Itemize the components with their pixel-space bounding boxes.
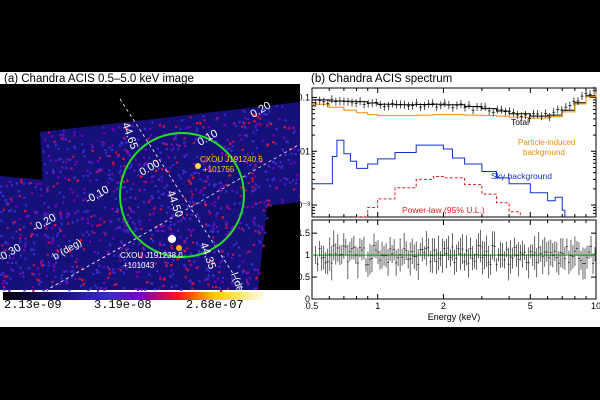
- sources: CXOU J191240.6 +101755 CXOU J191238.0 +1…: [120, 155, 263, 270]
- series-particle-background: [312, 92, 597, 119]
- ratio-y-tick-label: 1: [305, 250, 310, 260]
- source-marker: [195, 163, 201, 169]
- series-label-particle: Particle-induced background: [518, 138, 575, 157]
- x-tick-label: 1: [375, 301, 380, 311]
- spectrum-panel-title: (b) Chandra ACIS spectrum: [311, 73, 453, 85]
- figure-panel: (a) Chandra ACIS 0.5–5.0 keV image (b) C…: [0, 72, 600, 327]
- image-noise: [0, 104, 300, 293]
- series-annotations: Total Particle-induced background Sky bac…: [402, 117, 575, 215]
- colorbar-tick: 2.13e-09: [4, 298, 62, 312]
- colorbar: [3, 292, 268, 300]
- y-tick-label: 0.1: [300, 92, 310, 102]
- x-tick-label: 2: [441, 301, 446, 311]
- ratio-y-tick-label: 1.5: [300, 228, 310, 238]
- spectrum-chart: 0.10.0110⁻³Counts s⁻¹ keV⁻¹ 0.512510Ener…: [300, 86, 600, 322]
- ratio-y-tick-label: 0.5: [300, 272, 310, 282]
- image-panel-title: (a) Chandra ACIS 0.5–5.0 keV image: [4, 73, 194, 85]
- source-marker: [168, 235, 176, 243]
- l-grid-line: [119, 98, 246, 293]
- x-tick-label: 10: [591, 301, 600, 311]
- series-sky-background: [312, 139, 566, 217]
- coord-grid: [39, 98, 300, 295]
- b-grid-line: [39, 143, 300, 295]
- source-marker: [176, 245, 182, 251]
- main-plot-frame: [311, 87, 597, 218]
- ratio-y-tick-label: 0: [305, 294, 310, 304]
- y-tick-label: 10⁻³: [300, 200, 310, 210]
- x-tick-label: 5: [528, 301, 533, 311]
- series-power-law: [356, 176, 521, 218]
- ratio-plot-frame: [311, 219, 597, 300]
- colorbar-tick: 3.19e-08: [94, 298, 152, 312]
- spectrum-main-plot: 0.10.0110⁻³Counts s⁻¹ keV⁻¹: [300, 86, 597, 218]
- series-label-sky: Sky background: [491, 171, 552, 181]
- source-region-circle: [119, 132, 245, 258]
- series-label-total: Total: [511, 117, 529, 127]
- source-name: CXOU J191240.6: [200, 155, 263, 164]
- colorbar-tick: 2.68e-07: [186, 298, 244, 312]
- source-name: CXOU J191238.0: [120, 251, 183, 260]
- source-id: +101755: [203, 165, 235, 174]
- ratio-points: [314, 229, 597, 281]
- source-id: +101043: [123, 261, 155, 270]
- data-points: [314, 86, 596, 123]
- y-tick-label: 0.01: [300, 146, 310, 156]
- x-tick-label: 0.5: [306, 301, 319, 311]
- series-label-powerlaw: Power-law (95% U.L.): [402, 205, 485, 215]
- x-axis-label: Energy (keV): [428, 312, 481, 322]
- xray-image: 44.65 44.50 44.35 l (deg) 0.20 0.10 0.00…: [0, 84, 300, 302]
